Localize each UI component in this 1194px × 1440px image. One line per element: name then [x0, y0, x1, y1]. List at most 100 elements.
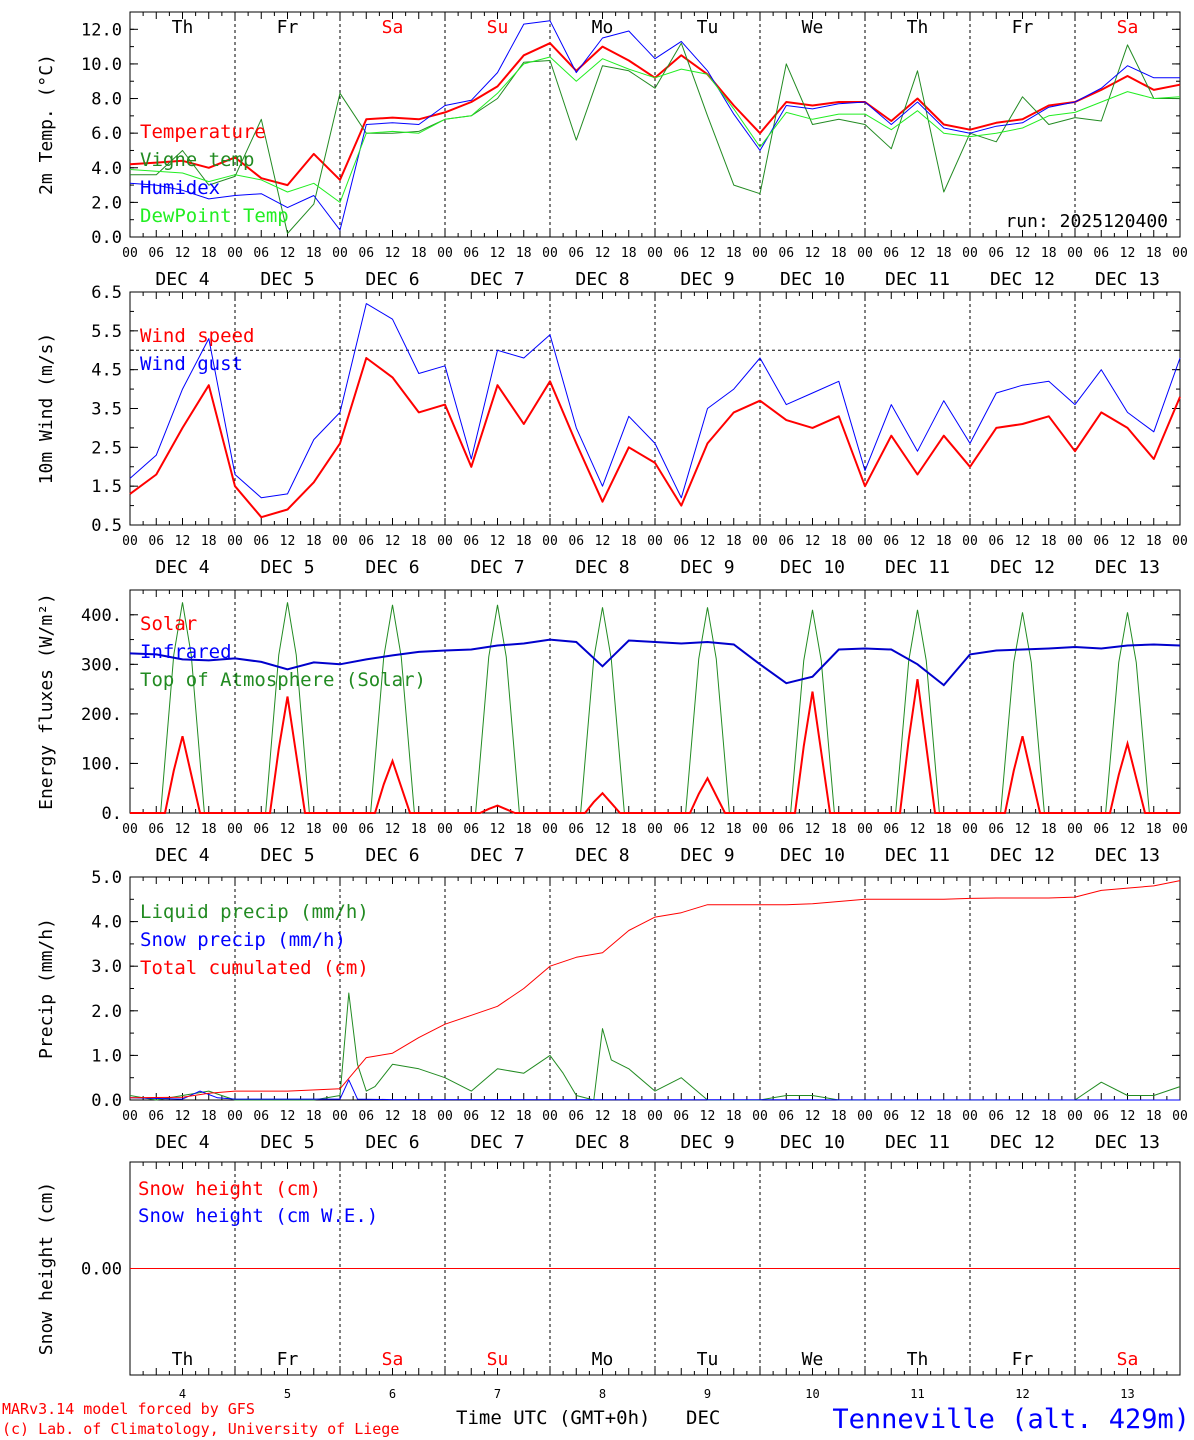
date-label: DEC 13	[1095, 269, 1160, 290]
weekday-label: Sa	[382, 1349, 404, 1370]
date-label: DEC 8	[575, 269, 629, 290]
hour-tick-label: 12	[1120, 534, 1136, 549]
date-label: DEC 6	[365, 557, 419, 578]
series-line-infrared	[129, 638, 1181, 687]
hour-tick-label: 00	[332, 246, 348, 261]
date-label: DEC 10	[780, 1132, 845, 1153]
y-tick-label: 200.	[81, 705, 122, 725]
hour-tick-label: 06	[673, 822, 689, 837]
hour-tick-label: 00	[857, 534, 873, 549]
date-label: DEC 13	[1095, 557, 1160, 578]
hour-tick-label: 00	[122, 246, 138, 261]
hour-tick-label: 12	[910, 246, 926, 261]
hour-tick-label: 12	[280, 534, 296, 549]
hour-tick-label: 12	[1015, 534, 1031, 549]
hour-tick-label: 12	[385, 822, 401, 837]
weekday-label: Tu	[697, 1349, 719, 1370]
hour-tick-label: 06	[148, 1109, 164, 1124]
weekday-label: Mo	[592, 17, 614, 38]
hour-tick-label: 18	[621, 822, 637, 837]
hour-tick-label: 18	[306, 822, 322, 837]
hour-tick-label: 00	[857, 1109, 873, 1124]
hour-tick-label: 12	[1015, 822, 1031, 837]
hour-tick-label: 18	[1146, 1109, 1162, 1124]
legend-entry: Temperature	[140, 121, 266, 143]
hour-tick-label: 00	[647, 1109, 663, 1124]
panel-temperature: 0.0 2.0 4.0 6.0 8.0 10.0 12.0 2m Temp. (°C) 00 06…	[36, 11, 1188, 290]
hour-tick-label: 18	[411, 822, 427, 837]
y-axis-label: Precip (mm/h)	[36, 918, 57, 1059]
hour-tick-label: 06	[463, 1109, 479, 1124]
hour-tick-label: 18	[1146, 822, 1162, 837]
hour-tick-label: 12	[1120, 246, 1136, 261]
hour-tick-label: 06	[778, 1109, 794, 1124]
y-tick-label: 1.5	[91, 477, 122, 497]
day-number-label: 9	[704, 1387, 711, 1401]
y-tick-label: 8.0	[91, 90, 122, 110]
hour-tick-label: 18	[726, 246, 742, 261]
hour-tick-label: 18	[936, 534, 952, 549]
hour-tick-label: 18	[936, 1109, 952, 1124]
hour-tick-label: 18	[516, 534, 532, 549]
date-label: DEC 7	[470, 557, 524, 578]
day-number-label: 13	[1120, 1387, 1134, 1401]
date-label: DEC 8	[575, 845, 629, 866]
hour-tick-label: 00	[962, 534, 978, 549]
legend-entry: DewPoint Temp	[140, 205, 289, 227]
weekday-label: Th	[907, 1349, 929, 1370]
panel-wind: 0.5 1.5 2.5 3.5 4.5 5.5 6.5 10m Wind (m/s) 00 06 1…	[36, 283, 1188, 578]
y-axis-label: Energy fluxes (W/m²)	[36, 593, 57, 810]
weekday-label: Th	[907, 17, 929, 38]
series-line-wind-speed	[129, 357, 1181, 519]
y-tick-label: 5.5	[91, 322, 122, 342]
weekday-label: Sa	[1117, 1349, 1139, 1370]
hour-tick-label: 12	[700, 246, 716, 261]
legend-entry: Liquid precip (mm/h)	[140, 901, 369, 923]
y-tick-label: 0.00	[81, 1260, 122, 1280]
hour-tick-label: 18	[306, 246, 322, 261]
date-label: DEC 5	[260, 557, 314, 578]
x-axis-label: Time UTC (GMT+0h)	[456, 1407, 650, 1429]
hour-tick-label: 00	[542, 1109, 558, 1124]
panel-precip: 0.0 1.0 2.0 3.0 4.0 5.0 Precip (mm/h) 00 06 12 18 0…	[36, 868, 1188, 1153]
hour-tick-label: 18	[621, 246, 637, 261]
y-tick-label: 0.5	[91, 516, 122, 536]
hour-tick-label: 18	[831, 822, 847, 837]
legend-entry: Snow height (cm)	[138, 1178, 321, 1200]
day-number-label: 6	[389, 1387, 396, 1401]
hour-tick-label: 18	[516, 1109, 532, 1124]
hour-tick-label: 12	[490, 246, 506, 261]
hour-tick-label: 18	[621, 534, 637, 549]
hour-tick-label: 00	[332, 1109, 348, 1124]
y-tick-label: 3.0	[91, 957, 122, 977]
hour-tick-label: 12	[490, 534, 506, 549]
hour-tick-label: 06	[1093, 246, 1109, 261]
hour-tick-label: 12	[595, 246, 611, 261]
hour-tick-label: 18	[516, 822, 532, 837]
series-line-vigne-temp	[130, 42, 1180, 234]
hour-tick-label: 06	[358, 1109, 374, 1124]
hour-tick-label: 06	[1093, 822, 1109, 837]
hour-tick-label: 06	[988, 1109, 1004, 1124]
series-line-humidex	[129, 20, 1180, 231]
hour-tick-label: 00	[227, 1109, 243, 1124]
hour-tick-label: 06	[1093, 534, 1109, 549]
hour-tick-label: 00	[122, 822, 138, 837]
hour-tick-label: 18	[831, 534, 847, 549]
date-label: DEC 4	[155, 1132, 209, 1153]
footer: MARv3.14 model forced by GFS (c) Lab. of …	[2, 1400, 1190, 1438]
hour-tick-label: 12	[700, 534, 716, 549]
date-label: DEC 6	[365, 269, 419, 290]
hour-tick-label: 06	[358, 822, 374, 837]
y-tick-label: 4.5	[91, 361, 122, 381]
hour-tick-label: 18	[201, 822, 217, 837]
hour-tick-label: 18	[201, 246, 217, 261]
hour-tick-label: 12	[1120, 1109, 1136, 1124]
hour-tick-label: 12	[385, 1109, 401, 1124]
hour-tick-label: 12	[700, 822, 716, 837]
hour-tick-label: 06	[883, 822, 899, 837]
hour-tick-label: 18	[306, 1109, 322, 1124]
y-axis-label: 10m Wind (m/s)	[36, 333, 57, 485]
panel-snow: 0.00 Snow height (cm) Snow height (cm) Snow…	[36, 1161, 1181, 1401]
y-tick-label: 5.0	[91, 868, 122, 888]
